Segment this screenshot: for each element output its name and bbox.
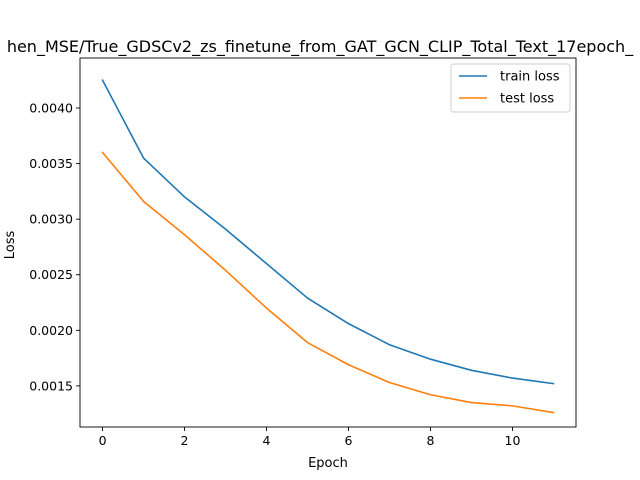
legend: train loss test loss [450, 63, 571, 113]
x-tick-label: 2 [181, 433, 189, 448]
legend-label: train loss [500, 70, 560, 85]
x-tick-label: 8 [427, 433, 435, 448]
y-axis-label: Loss [3, 231, 18, 260]
x-tick-label: 0 [99, 433, 107, 448]
x-axis-label: Epoch [308, 456, 348, 471]
x-tick-label: 4 [263, 433, 271, 448]
x-tick-label: 10 [505, 433, 521, 448]
y-tick-label: 0.0035 [29, 156, 73, 171]
plot-area: 0 2 4 6 8 10 0.0015 0.0020 0.0025 0.0030 0.0035 0.0… [29, 57, 577, 448]
y-tick-label: 0.0020 [29, 323, 73, 338]
y-tick-label: 0.0040 [29, 101, 73, 116]
series-line-test-loss [101, 151, 555, 414]
x-tick-label: 6 [345, 433, 353, 448]
y-tick-label: 0.0015 [29, 378, 73, 393]
chart-title: hen_MSE/True_GDSCv2_zs_finetune_from_GAT… [7, 37, 634, 57]
legend-label: test loss [500, 92, 554, 107]
series-line-train-loss [101, 79, 555, 385]
y-tick-label: 0.0025 [29, 267, 73, 282]
y-tick-label: 0.0030 [29, 212, 73, 227]
axes-frame [79, 57, 577, 428]
